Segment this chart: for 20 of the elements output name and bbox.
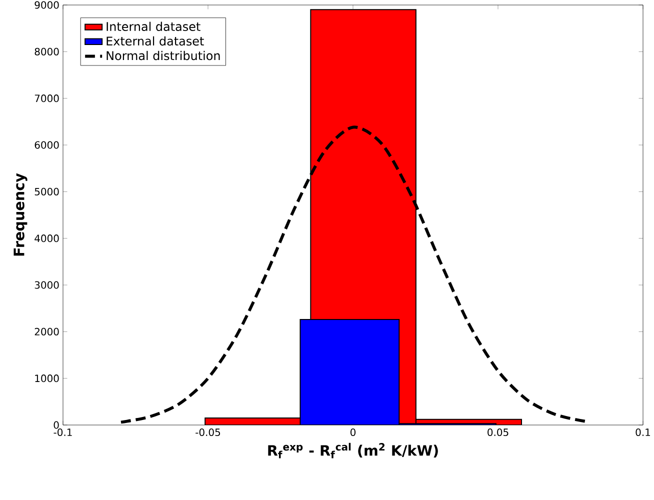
legend-label: Normal distribution [106, 50, 220, 60]
y-tick-label: 7000 [34, 94, 59, 102]
y-tick-label: 2000 [34, 328, 59, 336]
legend-label: External dataset [106, 36, 204, 46]
y-tick-label: 1000 [35, 374, 59, 382]
x-tick-label: -0.05 [196, 428, 220, 436]
legend-label: Internal dataset [106, 22, 200, 32]
y-tick-label: 3000 [34, 281, 59, 289]
x-tick-label: 0 [350, 428, 356, 436]
x-tick-label: 0.05 [488, 428, 508, 436]
y-tick-label: 6000 [34, 141, 59, 149]
y-tick-label: 5000 [34, 188, 59, 196]
y-tick-label: 8000 [34, 48, 59, 56]
x-tick-label: 0.1 [636, 428, 650, 436]
y-tick-label: 9000 [34, 1, 59, 9]
text: R$_{f}$$^{exp}$ - R$_{f}$$^{cal}$ (m$^{2}$ K/kW) [268, 442, 438, 458]
y-axis-title: Frequency [14, 173, 28, 256]
y-tick-label: 4000 [34, 234, 59, 242]
y-tick-label: 0 [54, 421, 59, 429]
x-tick-label: -0.1 [54, 428, 72, 436]
